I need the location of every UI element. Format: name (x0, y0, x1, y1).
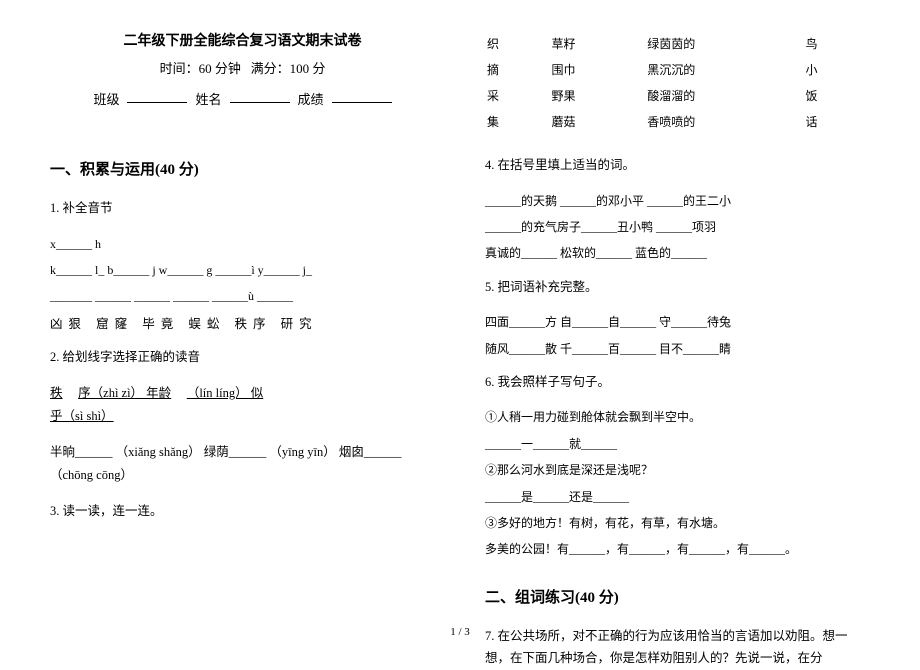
table-row: 摘 围巾 黑沉沉的 小 (487, 58, 868, 82)
q2-u2: 序（zhì zì） 年龄 (78, 386, 171, 400)
name-blank (230, 89, 290, 103)
q1-pinyin-row2: k______ l_ b______ j w______ g ______ì y… (50, 260, 435, 280)
student-info-line: 班级 姓名 成绩 (50, 89, 435, 108)
left-column: 二年级下册全能综合复习语文期末试卷 时间：60 分钟 满分：100 分 班级 姓… (50, 30, 435, 610)
cell: 鸟 (805, 32, 868, 56)
q2-label: 2. 给划线字选择正确的读音 (50, 346, 435, 369)
exam-meta: 时间：60 分钟 满分：100 分 (50, 58, 435, 77)
cell: 围巾 (552, 58, 646, 82)
grade-label: 成绩 (298, 89, 324, 108)
cell: 蘑菇 (552, 110, 646, 134)
q6-l1: ①人稍一用力碰到舱体就会飘到半空中。 (485, 407, 870, 427)
q4-l2: ______的充气房子______丑小鸭 ______项羽 (485, 217, 870, 237)
q1-pinyin-row1: x______ h (50, 234, 435, 254)
header-block: 二年级下册全能综合复习语文期末试卷 时间：60 分钟 满分：100 分 班级 姓… (50, 30, 435, 108)
cell: 香喷喷的 (647, 110, 803, 134)
q2-line1: 秩 序（zhì zì） 年龄 （lín líng） 似 乎（sì shì） (50, 382, 435, 427)
cell: 草籽 (552, 32, 646, 56)
right-column: 织 草籽 绿茵茵的 鸟 摘 围巾 黑沉沉的 小 采 野果 酸溜溜的 饭 集 蘑菇… (485, 30, 870, 610)
grade-blank (332, 89, 392, 103)
q1-char-row: 凶狠 窟窿 毕竟 蜈蚣 秩序 研究 (50, 313, 435, 332)
cell: 话 (805, 110, 868, 134)
time-label: 时间：60 分钟 (160, 61, 241, 76)
q2-u1: 秩 (50, 386, 63, 400)
class-label: 班级 (93, 89, 119, 108)
score-label: 满分：100 分 (251, 61, 326, 76)
exam-title: 二年级下册全能综合复习语文期末试卷 (50, 30, 435, 50)
q2-line2: 半晌______ （xiǎng shǎng） 绿荫______ （yīng yī… (50, 441, 435, 486)
q3-label: 3. 读一读，连一连。 (50, 500, 435, 523)
q5-l2: 随风______散 千______百______ 目不______睛 (485, 339, 870, 359)
q2-u3: （lín líng） 似 (187, 386, 263, 400)
cell: 摘 (487, 58, 550, 82)
q1-label: 1. 补全音节 (50, 197, 435, 220)
q6-l4: ______是______还是______ (485, 487, 870, 507)
name-label: 姓名 (195, 89, 221, 108)
q5-l1: 四面______方 自______自______ 守______待兔 (485, 312, 870, 332)
cell: 酸溜溜的 (647, 84, 803, 108)
q6-l5: ③多好的地方！有树，有花，有草，有水塘。 (485, 513, 870, 533)
cell: 集 (487, 110, 550, 134)
cell: 织 (487, 32, 550, 56)
section1-title: 一、积累与运用(40 分) (50, 158, 435, 179)
cell: 采 (487, 84, 550, 108)
q6-l2: ______一______就______ (485, 434, 870, 454)
q1-pinyin-row3: _______ ______ ______ ______ ______ù ___… (50, 286, 435, 306)
cell: 黑沉沉的 (647, 58, 803, 82)
table-row: 采 野果 酸溜溜的 饭 (487, 84, 868, 108)
q6-l3: ②那么河水到底是深还是浅呢？ (485, 460, 870, 480)
cell: 小 (805, 58, 868, 82)
q2-u4: 乎（sì shì） (50, 409, 114, 423)
cell: 绿茵茵的 (647, 32, 803, 56)
q4-l3: 真诚的______ 松软的______ 蓝色的______ (485, 243, 870, 263)
cell: 野果 (552, 84, 646, 108)
q6-l6: 多美的公园！有______，有______，有______，有______。 (485, 539, 870, 559)
class-blank (127, 89, 187, 103)
table-row: 织 草籽 绿茵茵的 鸟 (487, 32, 868, 56)
q6-label: 6. 我会照样子写句子。 (485, 371, 870, 394)
table-row: 集 蘑菇 香喷喷的 话 (487, 110, 868, 134)
match-table: 织 草籽 绿茵茵的 鸟 摘 围巾 黑沉沉的 小 采 野果 酸溜溜的 饭 集 蘑菇… (485, 30, 870, 136)
q5-label: 5. 把词语补充完整。 (485, 276, 870, 299)
two-column-layout: 二年级下册全能综合复习语文期末试卷 时间：60 分钟 满分：100 分 班级 姓… (50, 30, 870, 610)
section2-title: 二、组词练习(40 分) (485, 586, 870, 607)
page-footer: 1 / 3 (0, 626, 920, 638)
q4-label: 4. 在括号里填上适当的词。 (485, 154, 870, 177)
cell: 饭 (805, 84, 868, 108)
q4-l1: ______的天鹅 ______的邓小平 ______的王二小 (485, 191, 870, 211)
